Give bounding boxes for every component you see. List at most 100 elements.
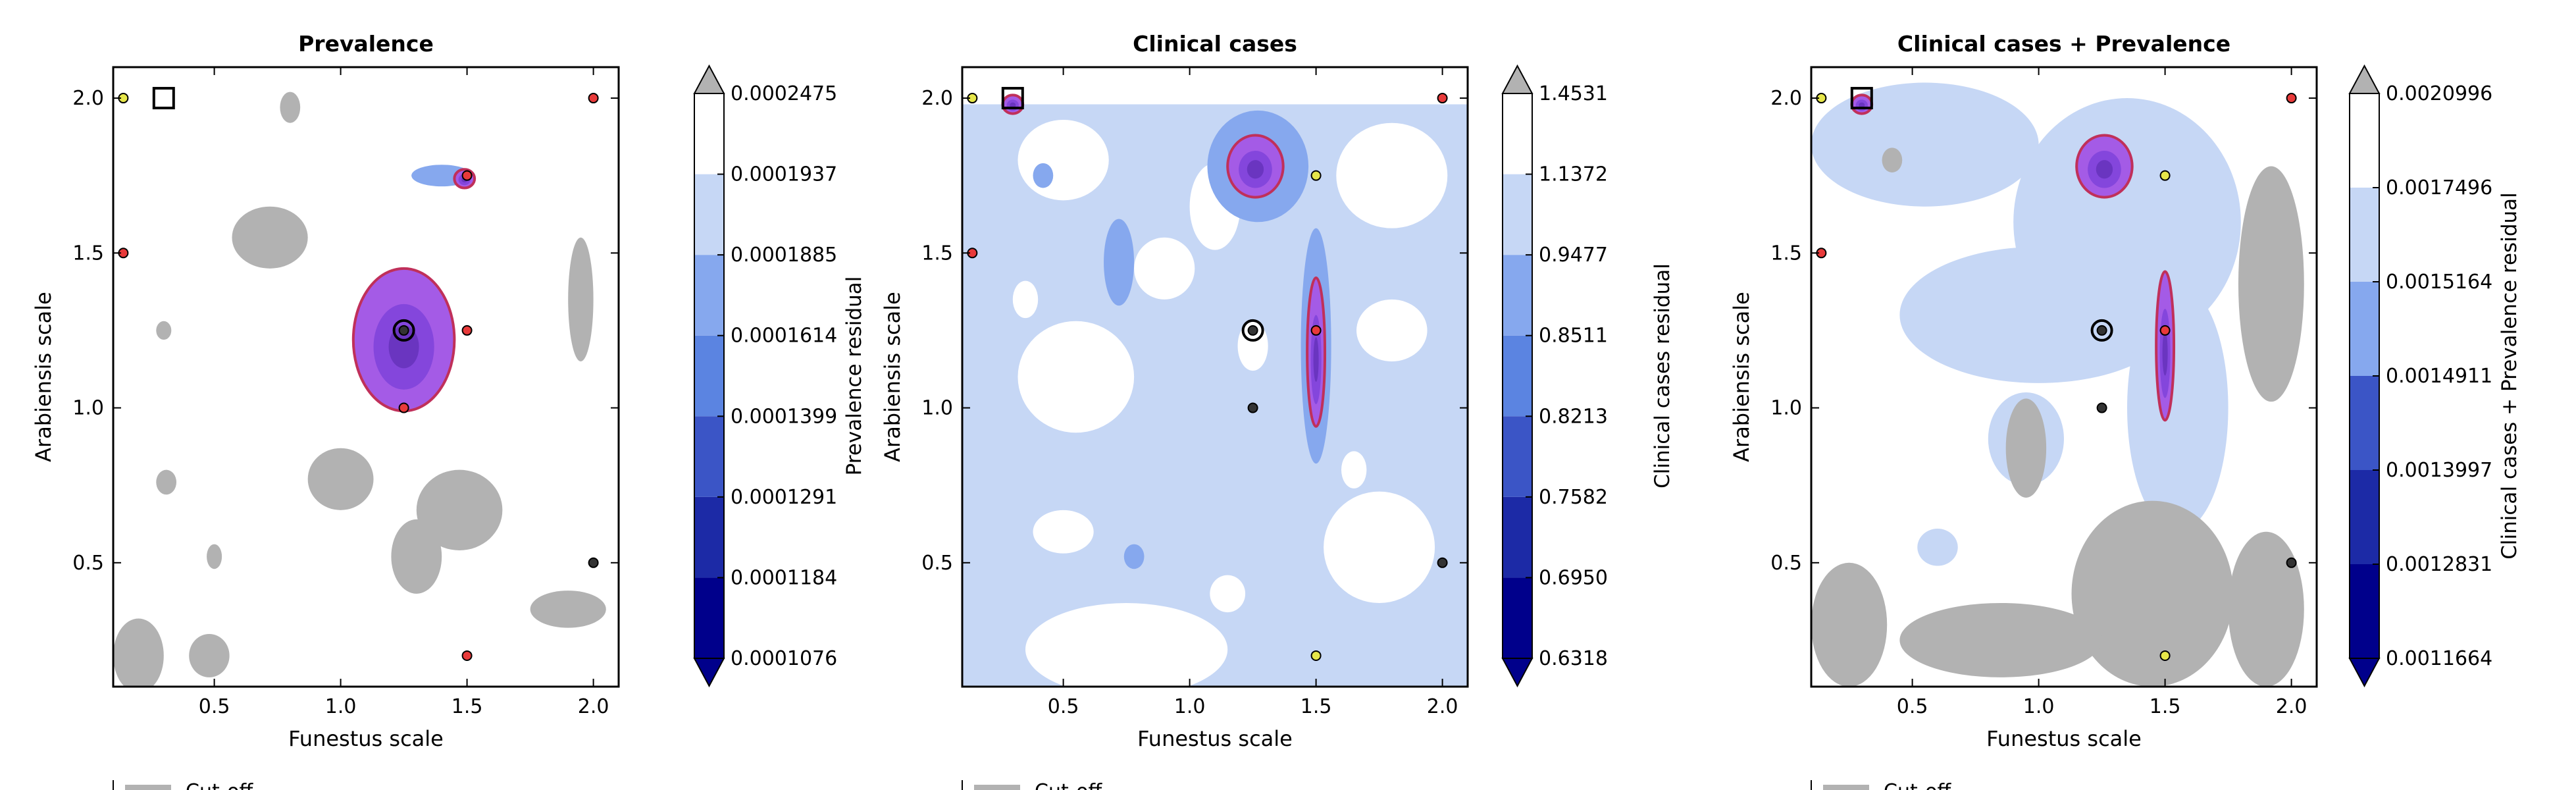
contour-region-white-1 xyxy=(1018,321,1135,433)
x-tick-label: 2.0 xyxy=(1427,695,1458,718)
colorbar-band-4 xyxy=(1503,255,1532,336)
chart-title: Clinical cases xyxy=(1133,31,1297,57)
masked-region-6 xyxy=(1882,147,1903,172)
contour-region-white-6 xyxy=(1356,299,1428,361)
contour-region-white-5 xyxy=(1336,122,1448,228)
colorbar-tick-label: 0.0001291 xyxy=(731,486,837,509)
y-tick-label: 1.5 xyxy=(72,242,104,265)
colorbar-band-1 xyxy=(1503,496,1532,578)
sample-marker-6 xyxy=(398,402,409,413)
colorbar-tick-label: 0.0011664 xyxy=(2386,647,2492,670)
colorbar-frame xyxy=(694,93,725,659)
colorbar-tick-label: 0.8511 xyxy=(1539,325,1608,348)
masked-region-5 xyxy=(189,634,230,677)
sample-marker-2 xyxy=(2159,170,2171,181)
colorbar-band-2 xyxy=(1503,416,1532,497)
y-tick-label: 1.5 xyxy=(1770,242,1802,265)
x-tick-label: 1.0 xyxy=(325,695,357,718)
legend-swatch xyxy=(1823,785,1869,790)
colorbar-tick-label: 0.0001937 xyxy=(731,163,837,186)
masked-region-7 xyxy=(530,591,606,628)
colorbar-band-0 xyxy=(694,577,724,658)
plot-area xyxy=(113,67,619,687)
masked-region-1 xyxy=(2005,398,2047,498)
y-tick-label: 1.0 xyxy=(72,397,104,420)
sample-marker-7 xyxy=(2286,557,2297,568)
cutoff-region-core-2 xyxy=(1010,102,1016,109)
colorbar-band-4 xyxy=(694,255,724,336)
contour-region-blue-2 xyxy=(1104,219,1135,306)
cutoff-region-core-0 xyxy=(2096,160,2113,179)
colorbar-tick-label: 0.0001076 xyxy=(731,647,837,670)
x-tick-label: 0.5 xyxy=(1048,695,1079,718)
y-tick-label: 2.0 xyxy=(1770,87,1802,110)
x-tick-label: 1.5 xyxy=(2150,695,2181,718)
default-square-marker xyxy=(1850,87,1873,110)
default-square-marker xyxy=(1001,87,1024,110)
colorbar-band-5 xyxy=(2350,93,2379,188)
colorbar-extend-under xyxy=(693,658,725,688)
x-axis-label: Funestus scale xyxy=(1986,726,2142,751)
sample-marker-5 xyxy=(1310,325,1322,336)
legend-label: Cut-off xyxy=(1884,780,1951,790)
y-tick-label: 0.5 xyxy=(72,552,104,575)
masked-region-5 xyxy=(2228,531,2304,687)
contour-region-blue-4 xyxy=(1123,544,1145,569)
masked-region-2 xyxy=(2071,500,2234,687)
colorbar-band-1 xyxy=(2350,470,2379,564)
sample-marker-5 xyxy=(461,325,473,336)
x-tick-label: 1.5 xyxy=(1301,695,1332,718)
x-axis-label: Funestus scale xyxy=(1137,726,1293,751)
masked-region-3 xyxy=(391,519,442,594)
y-tick-label: 1.0 xyxy=(1770,397,1802,420)
legend-label: Cut-off xyxy=(1035,780,1102,790)
y-axis-label: Arabiensis scale xyxy=(31,292,56,462)
sample-marker-8 xyxy=(1310,650,1322,661)
colorbar-band-0 xyxy=(1503,577,1532,658)
plot-area xyxy=(962,67,1468,687)
masked-region-8 xyxy=(280,92,301,123)
colorbar-tick-label: 0.0001184 xyxy=(731,566,837,589)
colorbar-extend-over xyxy=(1501,64,1533,94)
legend-swatch xyxy=(125,785,171,790)
colorbar-band-2 xyxy=(2350,376,2379,470)
colorbar: 0.0011664 0.0012831 0.0013997 0.0014911 0.00… xyxy=(2348,64,2521,688)
sample-marker-7 xyxy=(588,557,599,568)
x-tick-label: 0.5 xyxy=(1897,695,1928,718)
panel-1: 0.5 1.0 1.5 2.0 0.5 1.0 1.5 2.0 Prevalence Funest… xyxy=(31,31,866,790)
sample-marker-7 xyxy=(1437,557,1448,568)
sample-marker-1 xyxy=(588,93,599,104)
masked-region-1 xyxy=(307,448,374,510)
contour-region-white-2 xyxy=(1033,510,1094,554)
sample-marker-8 xyxy=(461,650,473,661)
colorbar-band-3 xyxy=(1503,335,1532,417)
contour-region-white-9 xyxy=(1134,237,1195,300)
contour-region-white-10 xyxy=(1012,280,1039,319)
sample-marker-4 xyxy=(1247,325,1258,336)
plot-top-strip xyxy=(113,67,619,105)
colorbar-tick-label: 0.0015164 xyxy=(2386,271,2492,294)
x-tick-label: 1.0 xyxy=(1174,695,1206,718)
x-tick-label: 2.0 xyxy=(2276,695,2307,718)
sample-marker-2 xyxy=(461,170,473,181)
colorbar-band-1 xyxy=(694,496,724,578)
colorbar-tick-label: 1.1372 xyxy=(1539,163,1608,186)
colorbar-extend-over xyxy=(693,64,725,94)
colorbar-tick-label: 0.0002475 xyxy=(731,82,837,105)
colorbar-tick-label: 0.9477 xyxy=(1539,244,1608,267)
contour-region-white-0 xyxy=(1018,119,1109,201)
contour-region-white-7 xyxy=(1324,491,1435,603)
colorbar-label: Clinical cases residual xyxy=(1651,263,1674,488)
colorbar-extend-over xyxy=(2348,64,2381,94)
colorbar-band-5 xyxy=(1503,174,1532,255)
y-axis-label: Arabiensis scale xyxy=(1729,292,1754,462)
y-tick-label: 0.5 xyxy=(1770,552,1802,575)
y-tick-label: 2.0 xyxy=(921,87,953,110)
legend-label: Cut-off xyxy=(186,780,253,790)
colorbar-tick-label: 1.4531 xyxy=(1539,82,1608,105)
contour-region-white-11 xyxy=(1237,321,1268,371)
optimum-ring-marker xyxy=(1241,319,1264,342)
sample-marker-4 xyxy=(398,325,409,336)
y-tick-label: 2.0 xyxy=(72,87,104,110)
colorbar-band-6 xyxy=(694,93,724,174)
